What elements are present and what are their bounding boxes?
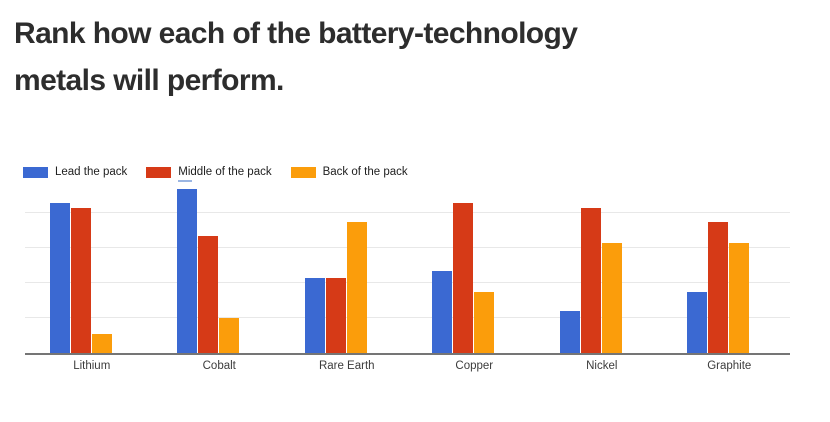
plot-area: [25, 180, 790, 355]
gridline: [25, 212, 790, 213]
bar-nickel-middle-of-the-pack[interactable]: [580, 207, 601, 353]
bar-cobalt-back-of-the-pack[interactable]: [219, 318, 240, 353]
bar-nickel-lead-the-pack[interactable]: [559, 311, 580, 353]
bar-group-rare-earth: [304, 221, 367, 353]
bar-nickel-back-of-the-pack[interactable]: [601, 242, 622, 353]
x-axis-label-copper: Copper: [455, 360, 494, 372]
legend-swatch-red-icon: [146, 166, 172, 178]
category-cell-cobalt: [153, 180, 281, 353]
gridline: [25, 247, 790, 248]
bar-lithium-middle-of-the-pack[interactable]: [70, 207, 91, 353]
bar-group-cobalt: [177, 188, 240, 353]
page-title-line-1: Rank how each of the battery-technology: [14, 17, 578, 50]
legend-swatch-blue-icon: [23, 166, 48, 178]
bar-copper-back-of-the-pack[interactable]: [474, 291, 495, 353]
legend-item-back-of-the-pack[interactable]: Back of the pack: [290, 166, 408, 178]
page-title-line-2: metals will perform.: [14, 64, 284, 97]
bar-graphite-middle-of-the-pack[interactable]: [708, 221, 729, 353]
category-cell-lithium: [25, 180, 153, 353]
legend-label: Back of the pack: [322, 166, 408, 178]
bar-rare-earth-middle-of-the-pack[interactable]: [325, 277, 346, 353]
bar-copper-lead-the-pack[interactable]: [432, 270, 453, 353]
category-cell-nickel: [535, 180, 663, 353]
bar-graphite-lead-the-pack[interactable]: [687, 291, 708, 353]
x-axis-label-lithium: Lithium: [73, 360, 111, 372]
category-cell-rare-earth: [280, 180, 408, 353]
x-labels: Lithium Cobalt Rare Earth Copper Nickel Graph…: [25, 360, 790, 372]
bar-group-graphite: [687, 221, 750, 353]
legend-label: Lead the pack: [55, 166, 128, 178]
legend-item-middle-of-the-pack[interactable]: Middle of the pack: [146, 166, 272, 182]
x-axis-label-graphite: Graphite: [707, 360, 752, 372]
category-cell-graphite: [663, 180, 791, 353]
bar-group-lithium: [49, 202, 112, 353]
bar-groups: [25, 180, 790, 353]
category-cell-copper: [408, 180, 536, 353]
gridline: [25, 317, 790, 318]
page-title: Rank how each of the battery-technology …: [14, 10, 578, 104]
chart-legend: Lead the pack Middle of the pack Back of…: [23, 166, 427, 182]
gridline: [25, 282, 790, 283]
legend-underline-artifact: [178, 180, 193, 182]
legend-swatch-orange-icon: [290, 166, 316, 178]
bar-cobalt-lead-the-pack[interactable]: [177, 188, 198, 353]
bar-graphite-back-of-the-pack[interactable]: [729, 242, 750, 353]
x-axis-label-rare-earth: Rare Earth: [318, 360, 375, 372]
bar-group-copper: [432, 202, 495, 353]
bar-rare-earth-back-of-the-pack[interactable]: [346, 221, 367, 353]
legend-label: Middle of the pack: [178, 166, 272, 182]
bar-rare-earth-lead-the-pack[interactable]: [304, 277, 325, 353]
x-axis-label-nickel: Nickel: [586, 360, 618, 372]
x-axis-label-cobalt: Cobalt: [202, 360, 236, 372]
legend-item-lead-the-pack[interactable]: Lead the pack: [23, 166, 127, 178]
bar-group-nickel: [559, 207, 622, 353]
bar-copper-middle-of-the-pack[interactable]: [453, 202, 474, 353]
bar-cobalt-middle-of-the-pack[interactable]: [198, 235, 219, 353]
bar-lithium-back-of-the-pack[interactable]: [91, 333, 112, 353]
bar-lithium-lead-the-pack[interactable]: [49, 202, 70, 353]
